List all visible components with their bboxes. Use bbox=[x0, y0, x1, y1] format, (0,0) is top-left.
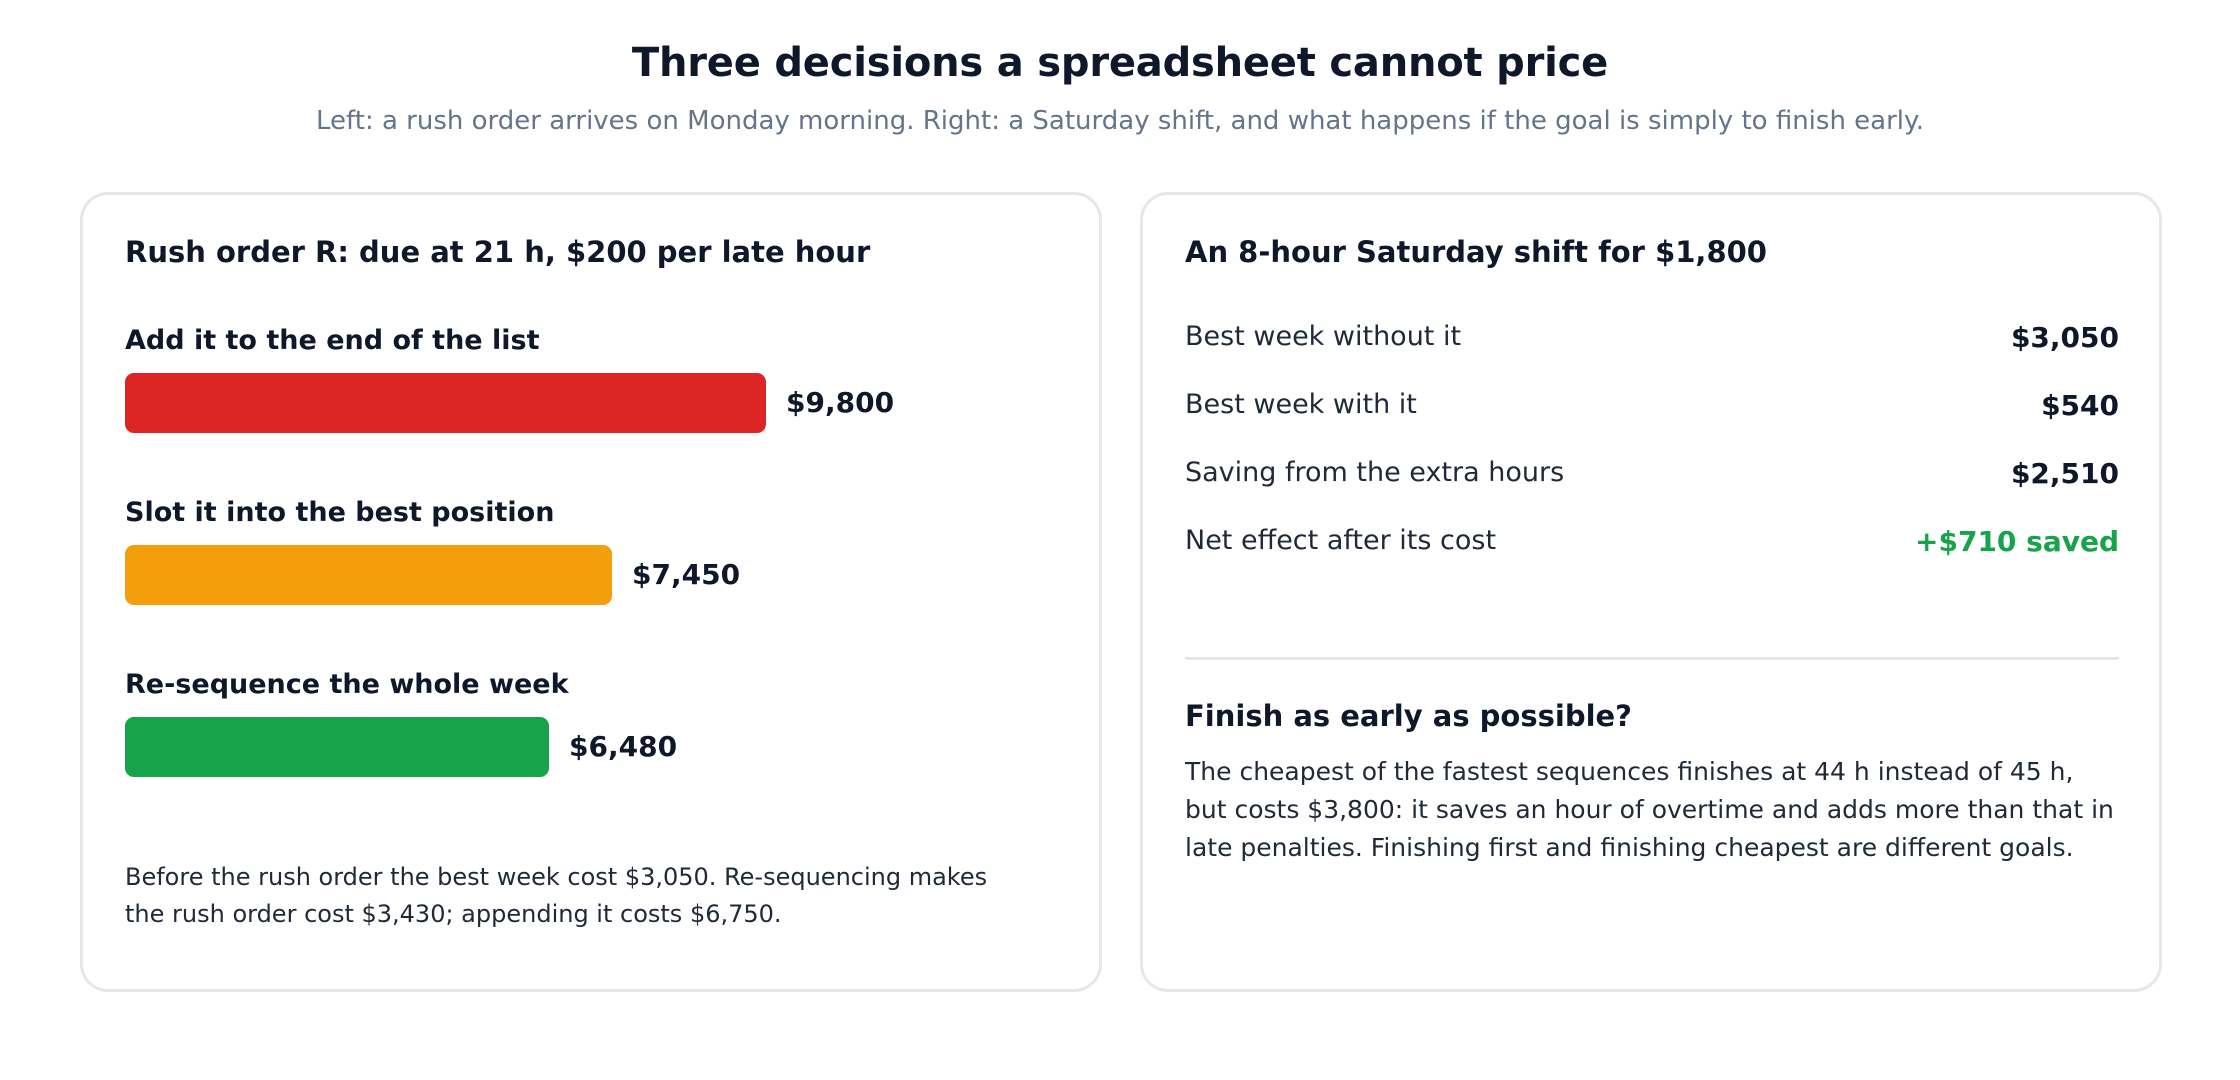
net-effect-value: +$710 saved bbox=[1915, 525, 2119, 558]
bar-mark bbox=[125, 373, 766, 433]
bar-mark bbox=[125, 717, 549, 777]
rush-order-chart-title: Rush order R: due at 21 h, $200 per late… bbox=[125, 235, 871, 269]
cost-row-saving: Saving from the extra hours $2,510 bbox=[1185, 457, 2119, 497]
finish-early-title: Finish as early as possible? bbox=[1185, 699, 1633, 733]
page-subtitle: Left: a rush order arrives on Monday mor… bbox=[316, 106, 1924, 136]
section-divider bbox=[1185, 657, 2119, 660]
page-title: Three decisions a spreadsheet cannot pri… bbox=[631, 40, 1609, 86]
cost-row-with-shift: Best week with it $540 bbox=[1185, 389, 2119, 429]
cost-row-value: $540 bbox=[2041, 389, 2119, 422]
cost-row-net-effect: Net effect after its cost +$710 saved bbox=[1185, 525, 2119, 565]
rush-order-footnote: Before the rush order the best week cost… bbox=[125, 863, 988, 928]
cost-row-label: Best week without it bbox=[1185, 321, 1462, 352]
bar-mark bbox=[125, 545, 612, 605]
saturday-shift-card: An 8-hour Saturday shift for $1,800 Best… bbox=[1140, 192, 2162, 992]
finish-early-body: The cheapest of the fastest sequences fi… bbox=[1185, 757, 2114, 862]
rush-order-card: Rush order R: due at 21 h, $200 per late… bbox=[80, 192, 1102, 992]
saturday-shift-title: An 8-hour Saturday shift for $1,800 bbox=[1185, 235, 1767, 269]
bar-category-label: Re-sequence the whole week bbox=[125, 669, 569, 700]
cost-row-value: $2,510 bbox=[2010, 457, 2119, 490]
bar-category-label: Slot it into the best position bbox=[125, 497, 555, 528]
cost-row-value: $3,050 bbox=[2010, 321, 2119, 354]
cost-row-without-shift: Best week without it $3,050 bbox=[1185, 321, 2119, 361]
cost-row-label: Net effect after its cost bbox=[1185, 525, 1497, 556]
bar-category-label: Add it to the end of the list bbox=[125, 325, 540, 356]
bar-value-label: $6,480 bbox=[569, 730, 678, 763]
cost-row-label: Saving from the extra hours bbox=[1185, 457, 1565, 488]
bar-value-label: $9,800 bbox=[786, 386, 895, 419]
bar-value-label: $7,450 bbox=[632, 558, 741, 591]
cost-row-label: Best week with it bbox=[1185, 389, 1417, 420]
